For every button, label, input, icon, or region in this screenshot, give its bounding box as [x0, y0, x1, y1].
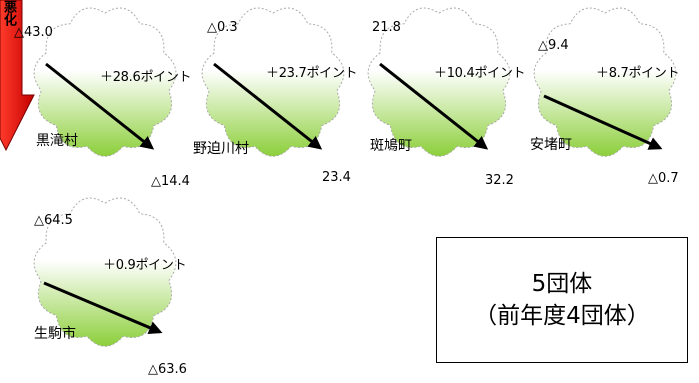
cloud-shape [33, 7, 177, 157]
trend-arrow-icon [543, 94, 663, 150]
municipality-name: 斑鳩町 [370, 138, 412, 154]
cloud-shape [201, 7, 345, 157]
cloud-shape [33, 197, 177, 347]
trend-arrow-icon [43, 281, 163, 335]
summary-box: 5団体 （前年度4団体） [436, 237, 688, 363]
municipality-name: 生駒市 [34, 326, 76, 342]
after-value: 23.4 [322, 170, 351, 185]
before-value: △9.4 [538, 38, 569, 53]
before-value: △64.5 [34, 213, 73, 228]
change-value: ＋28.6ポイント [100, 70, 192, 85]
municipality-name: 黒滝村 [36, 133, 78, 149]
change-value: ＋10.4ポイント [434, 66, 526, 81]
cloud-shape [367, 7, 511, 157]
trend-arrow-icon [379, 62, 489, 150]
municipality-name: 野迫川村 [193, 141, 249, 157]
after-value: △63.6 [148, 362, 187, 377]
trend-arrow-icon [213, 62, 323, 150]
change-value: ＋23.7ポイント [266, 66, 358, 81]
worsening-arrow-icon [0, 0, 35, 152]
trend-arrow-icon [45, 62, 155, 150]
before-value: △0.3 [207, 20, 238, 35]
cloud-shape [533, 7, 677, 157]
after-value: △14.4 [151, 174, 190, 189]
summary-previous-year: （前年度4団体） [474, 303, 650, 329]
after-value: △0.7 [648, 171, 679, 186]
change-value: ＋0.9ポイント [103, 258, 187, 273]
municipality-name: 安堵町 [530, 137, 572, 153]
change-value: ＋8.7ポイント [596, 66, 680, 81]
before-value: △43.0 [14, 25, 53, 40]
worsening-label: 悪化 [1, 0, 16, 26]
before-value: 21.8 [372, 20, 401, 35]
after-value: 32.2 [485, 173, 514, 188]
summary-count: 5団体 [531, 271, 593, 297]
